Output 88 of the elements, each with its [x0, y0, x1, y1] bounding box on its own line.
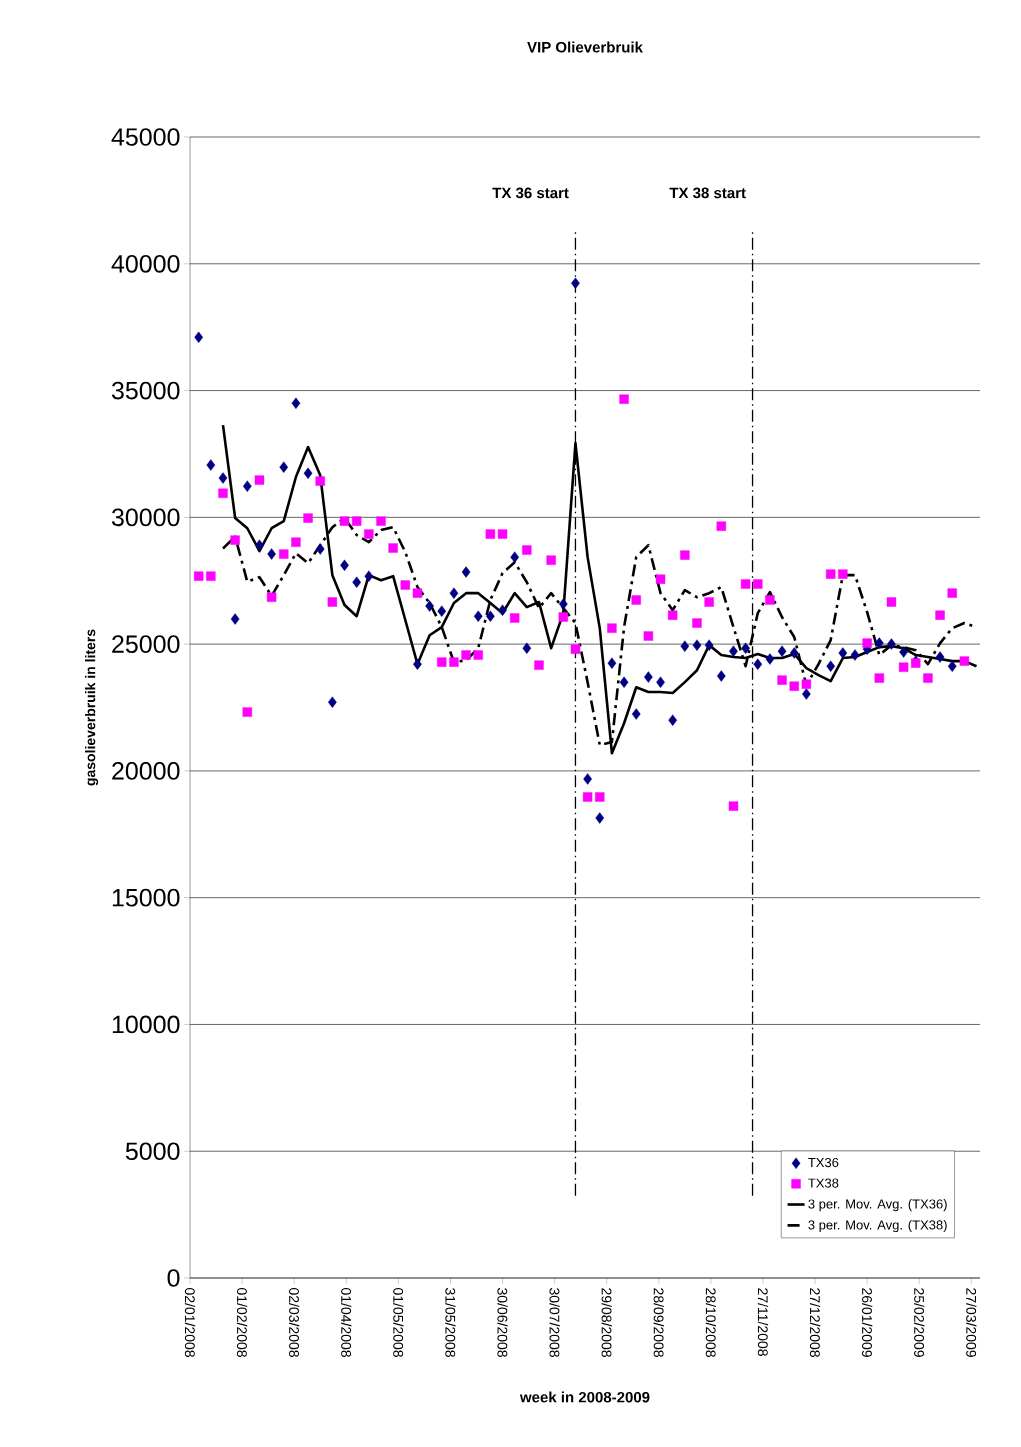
ref-line-label: TX 36 start [492, 187, 569, 199]
point [522, 642, 532, 654]
point [887, 638, 896, 650]
legend-label: 3 per. Mov. Avg. (TX36) [808, 1199, 947, 1212]
point [802, 688, 811, 700]
point [303, 467, 313, 479]
point [838, 647, 848, 659]
point [947, 660, 957, 672]
point [704, 639, 714, 651]
point [583, 773, 592, 785]
point [716, 670, 726, 682]
y-axis-title: gasolieverbruik in liters [85, 629, 99, 786]
point [498, 604, 507, 616]
x-tick-label: 27/11/2008 [757, 1288, 769, 1356]
point [777, 645, 787, 657]
point [899, 646, 908, 658]
point [352, 576, 362, 588]
point [230, 613, 240, 625]
point [510, 551, 520, 563]
y-tick-label: 35000 [111, 381, 180, 400]
x-tick-label: 01/05/2008 [393, 1288, 404, 1357]
point [242, 480, 252, 492]
point [935, 651, 945, 663]
point [874, 637, 884, 649]
chart-title: VIP Olieverbruik [527, 41, 643, 53]
point [449, 587, 459, 599]
y-tick-label: 40000 [111, 254, 180, 273]
point [826, 660, 836, 672]
y-tick-label: 45000 [111, 128, 180, 146]
y-tick-label: 20000 [112, 762, 180, 780]
point [595, 812, 605, 824]
point [437, 605, 447, 617]
x-tick-label: 26/01/2009 [862, 1288, 873, 1357]
x-tick-label: 02/01/2008 [184, 1288, 196, 1357]
x-tick-label: 27/12/2008 [809, 1288, 821, 1357]
point [741, 642, 750, 654]
point [680, 640, 690, 652]
x-tick-label: 01/04/2008 [341, 1288, 352, 1357]
point [668, 714, 678, 726]
x-tick-label: 31/05/2008 [445, 1288, 456, 1357]
point [729, 645, 738, 657]
point [765, 653, 775, 665]
point [206, 459, 216, 471]
point [619, 676, 629, 688]
point [267, 548, 276, 560]
y-tick-label: 25000 [112, 635, 180, 653]
point [218, 472, 228, 484]
x-tick-label: 30/06/2008 [497, 1288, 508, 1357]
x-tick-label: 27/03/2009 [966, 1288, 977, 1357]
point [291, 397, 301, 409]
legend-label: TX36 [808, 1157, 839, 1168]
x-tick-label: 02/03/2008 [289, 1288, 300, 1357]
point [340, 559, 349, 571]
point [753, 658, 763, 670]
x-tick-label: 30/07/2008 [549, 1288, 560, 1357]
point [473, 610, 483, 622]
point [789, 647, 799, 659]
point [607, 657, 617, 669]
point [644, 671, 653, 683]
x-tick-label: 29/08/2008 [601, 1288, 612, 1357]
legend-label: 3 per. Mov. Avg. (TX38) [808, 1219, 947, 1233]
point [425, 600, 434, 612]
point [413, 658, 422, 670]
y-tick-label: 0 [167, 1269, 180, 1287]
x-tick-label: 28/09/2008 [653, 1288, 664, 1357]
point [364, 570, 374, 582]
point [692, 639, 702, 651]
point [558, 598, 568, 610]
ref-line-label: TX 38 start [669, 187, 746, 199]
point [279, 461, 289, 473]
point [255, 539, 264, 551]
point [656, 676, 665, 688]
point [486, 610, 495, 622]
x-tick-label: 28/10/2008 [705, 1288, 717, 1357]
point [315, 543, 325, 555]
y-tick-label: 30000 [111, 508, 180, 527]
point [850, 649, 860, 661]
point [328, 696, 337, 708]
y-tick-label: 15000 [112, 888, 180, 907]
y-tick-label: 10000 [112, 1015, 180, 1034]
point [194, 331, 204, 344]
x-tick-label: 25/02/2009 [914, 1288, 925, 1357]
y-tick-label: 5000 [125, 1142, 180, 1161]
x-tick-label: 01/02/2008 [236, 1288, 248, 1357]
point [461, 566, 471, 578]
x-axis-title: week in 2008-2009 [519, 1391, 650, 1403]
legend-label: TX38 [808, 1178, 839, 1188]
point [631, 708, 641, 720]
